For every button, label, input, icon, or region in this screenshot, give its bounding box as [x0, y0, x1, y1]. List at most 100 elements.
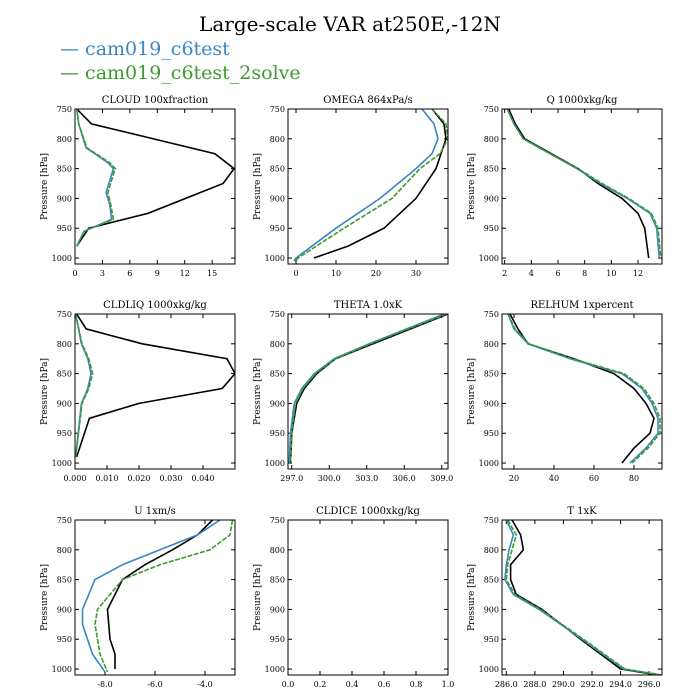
x-tick-label: 3 [100, 269, 105, 278]
x-tick-label: 0.6 [378, 680, 391, 689]
panel-title: OMEGA 864xPa/s [323, 95, 413, 106]
series-line-cam019-c6test-2solve [505, 520, 662, 675]
x-tick-label: 80 [629, 474, 639, 483]
x-tick-label: 0.040 [192, 474, 215, 483]
x-tick-label: 6 [127, 269, 132, 278]
y-axis-label: Pressure [hPa] [467, 564, 477, 631]
y-tick-label: 950 [57, 429, 72, 438]
legend-entry-c6test: — cam019_c6test [60, 38, 230, 60]
y-tick-label: 750 [270, 516, 285, 525]
y-tick-label: 750 [484, 105, 499, 114]
legend-label: cam019_c6test_2solve [85, 62, 301, 84]
x-tick-label: 60 [589, 474, 599, 483]
x-tick-label: 12 [633, 269, 643, 278]
legend-entry-c6test-2solve: — cam019_c6test_2solve [60, 62, 301, 84]
plot-frame [501, 519, 663, 676]
series-line-cam019-c6test [293, 109, 439, 262]
y-tick-label: 800 [270, 135, 285, 144]
y-tick-label: 900 [57, 194, 72, 203]
y-tick-label: 750 [57, 105, 72, 114]
x-tick-label: 9 [155, 269, 160, 278]
x-tick-label: 40 [549, 474, 559, 483]
panel-title: THETA 1.0xK [334, 300, 403, 311]
x-tick-label: 20 [509, 474, 519, 483]
y-tick-label: 800 [57, 340, 72, 349]
y-tick-label: 950 [270, 429, 285, 438]
y-axis-label: Pressure [hPa] [467, 153, 477, 220]
x-tick-label: 0 [293, 269, 298, 278]
y-tick-label: 750 [484, 310, 499, 319]
x-tick-label: 288.0 [523, 680, 546, 689]
y-tick-label: 800 [484, 546, 499, 555]
y-tick-label: 800 [270, 546, 285, 555]
y-tick-label: 800 [484, 340, 499, 349]
panel-6: U 1xm/s 750 800 850 900 950 1000 -8.0 -6.0 -4.0 Pr… [40, 506, 236, 689]
x-tick-label: 2 [502, 269, 507, 278]
y-tick-label: 950 [270, 224, 285, 233]
y-tick-label: 850 [57, 576, 72, 585]
series-line-black [289, 314, 448, 464]
y-axis-label: Pressure [hPa] [467, 358, 477, 425]
x-tick-label: 306.0 [393, 474, 416, 483]
y-tick-label: 900 [270, 605, 285, 614]
y-tick-label: 1000 [479, 254, 499, 263]
series-line-black [75, 314, 235, 458]
y-tick-label: 850 [270, 370, 285, 379]
plot-frame [287, 108, 449, 265]
y-tick-label: 800 [484, 135, 499, 144]
y-tick-label: 850 [57, 370, 72, 379]
x-tick-label: 0.8 [410, 680, 423, 689]
series-line-cam019-c6test-2solve [507, 314, 661, 464]
series-line-cam019-c6test [81, 520, 221, 673]
y-tick-label: 950 [57, 224, 72, 233]
series-line-cam019-c6test-2solve [506, 109, 662, 259]
y-tick-label: 750 [57, 516, 72, 525]
plot-frame [287, 519, 449, 676]
y-tick-label: 900 [484, 194, 499, 203]
x-tick-label: 303.0 [355, 474, 378, 483]
y-axis-label: Pressure [hPa] [40, 564, 50, 631]
plot-frame [287, 313, 449, 470]
y-axis-label: Pressure [hPa] [253, 153, 263, 220]
y-tick-label: 900 [57, 605, 72, 614]
panel-7: CLDICE 1000xkg/kg 750 800 850 900 950 1000 0.0 0… [253, 506, 454, 689]
x-tick-label: 292.0 [581, 680, 604, 689]
series-line-black [313, 109, 447, 259]
y-tick-label: 900 [484, 605, 499, 614]
plot-frame [74, 108, 236, 265]
x-tick-label: 15 [207, 269, 217, 278]
y-tick-label: 900 [270, 399, 285, 408]
y-tick-label: 850 [484, 370, 499, 379]
x-tick-label: 297.0 [280, 474, 303, 483]
x-tick-label: 30 [411, 269, 421, 278]
x-tick-label: 6 [555, 269, 560, 278]
y-tick-label: 950 [484, 224, 499, 233]
series-line-cam019-c6test-2solve [75, 314, 94, 458]
legend-label: cam019_c6test [85, 38, 230, 60]
x-tick-label: 0.2 [314, 680, 327, 689]
series-line-cam019-c6test-2solve [295, 109, 448, 262]
x-tick-label: 0.000 [64, 474, 87, 483]
x-tick-label: 309.0 [430, 474, 453, 483]
series-line-cam019-c6test [288, 314, 445, 464]
panel-title: Q 1000xkg/kg [547, 95, 618, 106]
x-tick-label: 0.010 [96, 474, 119, 483]
series-line-black [509, 520, 658, 675]
y-tick-label: 1000 [479, 665, 499, 674]
y-axis-label: Pressure [hPa] [253, 564, 263, 631]
y-tick-label: 1000 [265, 254, 285, 263]
x-tick-label: 294.0 [609, 680, 632, 689]
x-tick-label: 286.0 [495, 680, 518, 689]
y-tick-label: 850 [484, 576, 499, 585]
y-tick-label: 1000 [265, 665, 285, 674]
y-tick-label: 1000 [52, 254, 72, 263]
x-tick-label: 10 [606, 269, 616, 278]
y-tick-label: 1000 [52, 459, 72, 468]
x-tick-label: 0.4 [346, 680, 359, 689]
y-tick-label: 1000 [479, 459, 499, 468]
x-tick-label: 300.0 [318, 474, 341, 483]
series-line-cam019-c6test [76, 109, 115, 247]
panel-3: CLDLIQ 1000xkg/kg 750 800 850 900 950 1000 0.00… [40, 300, 236, 483]
